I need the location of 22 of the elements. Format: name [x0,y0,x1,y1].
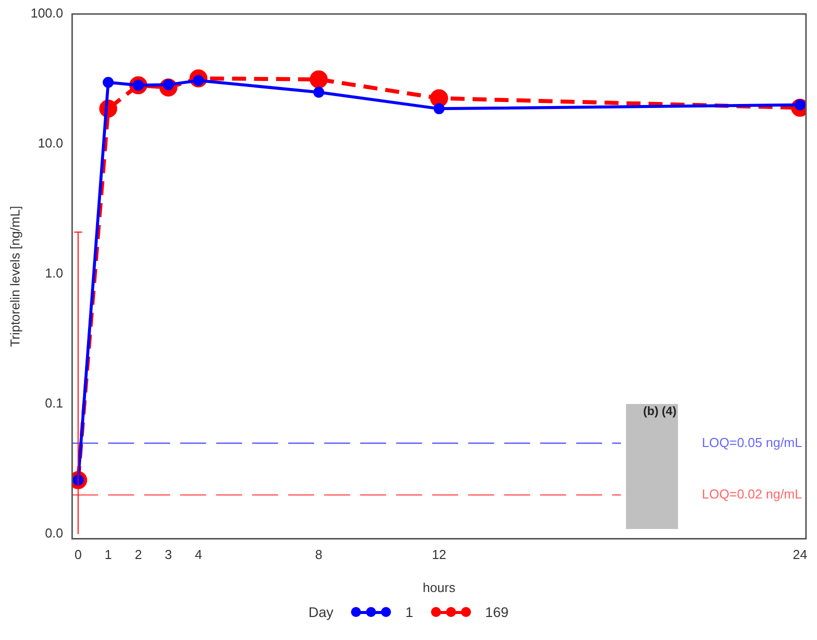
x-tick-label: 12 [432,547,446,562]
y-tick-label: 0.1 [45,396,64,411]
y-tick-label: 100.0 [30,6,64,21]
x-tick-label: 24 [792,547,808,562]
x-tick-label: 8 [315,547,322,562]
x-tick-label: 0 [74,547,82,562]
x-tick-label: 1 [104,547,112,562]
legend-label: 1 [405,604,414,620]
legend-label: 169 [485,604,509,620]
ref-line-label: LOQ=0.05 ng/mL [702,434,802,450]
y-axis-title: Triptorelin levels [ng/mL] [7,206,22,347]
y-tick-label: 1.0 [45,266,64,281]
x-tick-label: 3 [164,547,172,562]
ref-line-label: LOQ=0.02 ng/mL [702,486,802,502]
x-tick-label: 4 [194,547,202,562]
y-tick-label: 10.0 [38,136,64,151]
redaction-box: (b) (4) [626,404,678,529]
y-tick-label: 0.0 [45,526,64,541]
annotation: (b) (4) [642,404,676,418]
x-tick-label: 2 [134,547,142,562]
legend-title: Day [308,604,334,620]
x-axis-title: hours [422,580,456,595]
